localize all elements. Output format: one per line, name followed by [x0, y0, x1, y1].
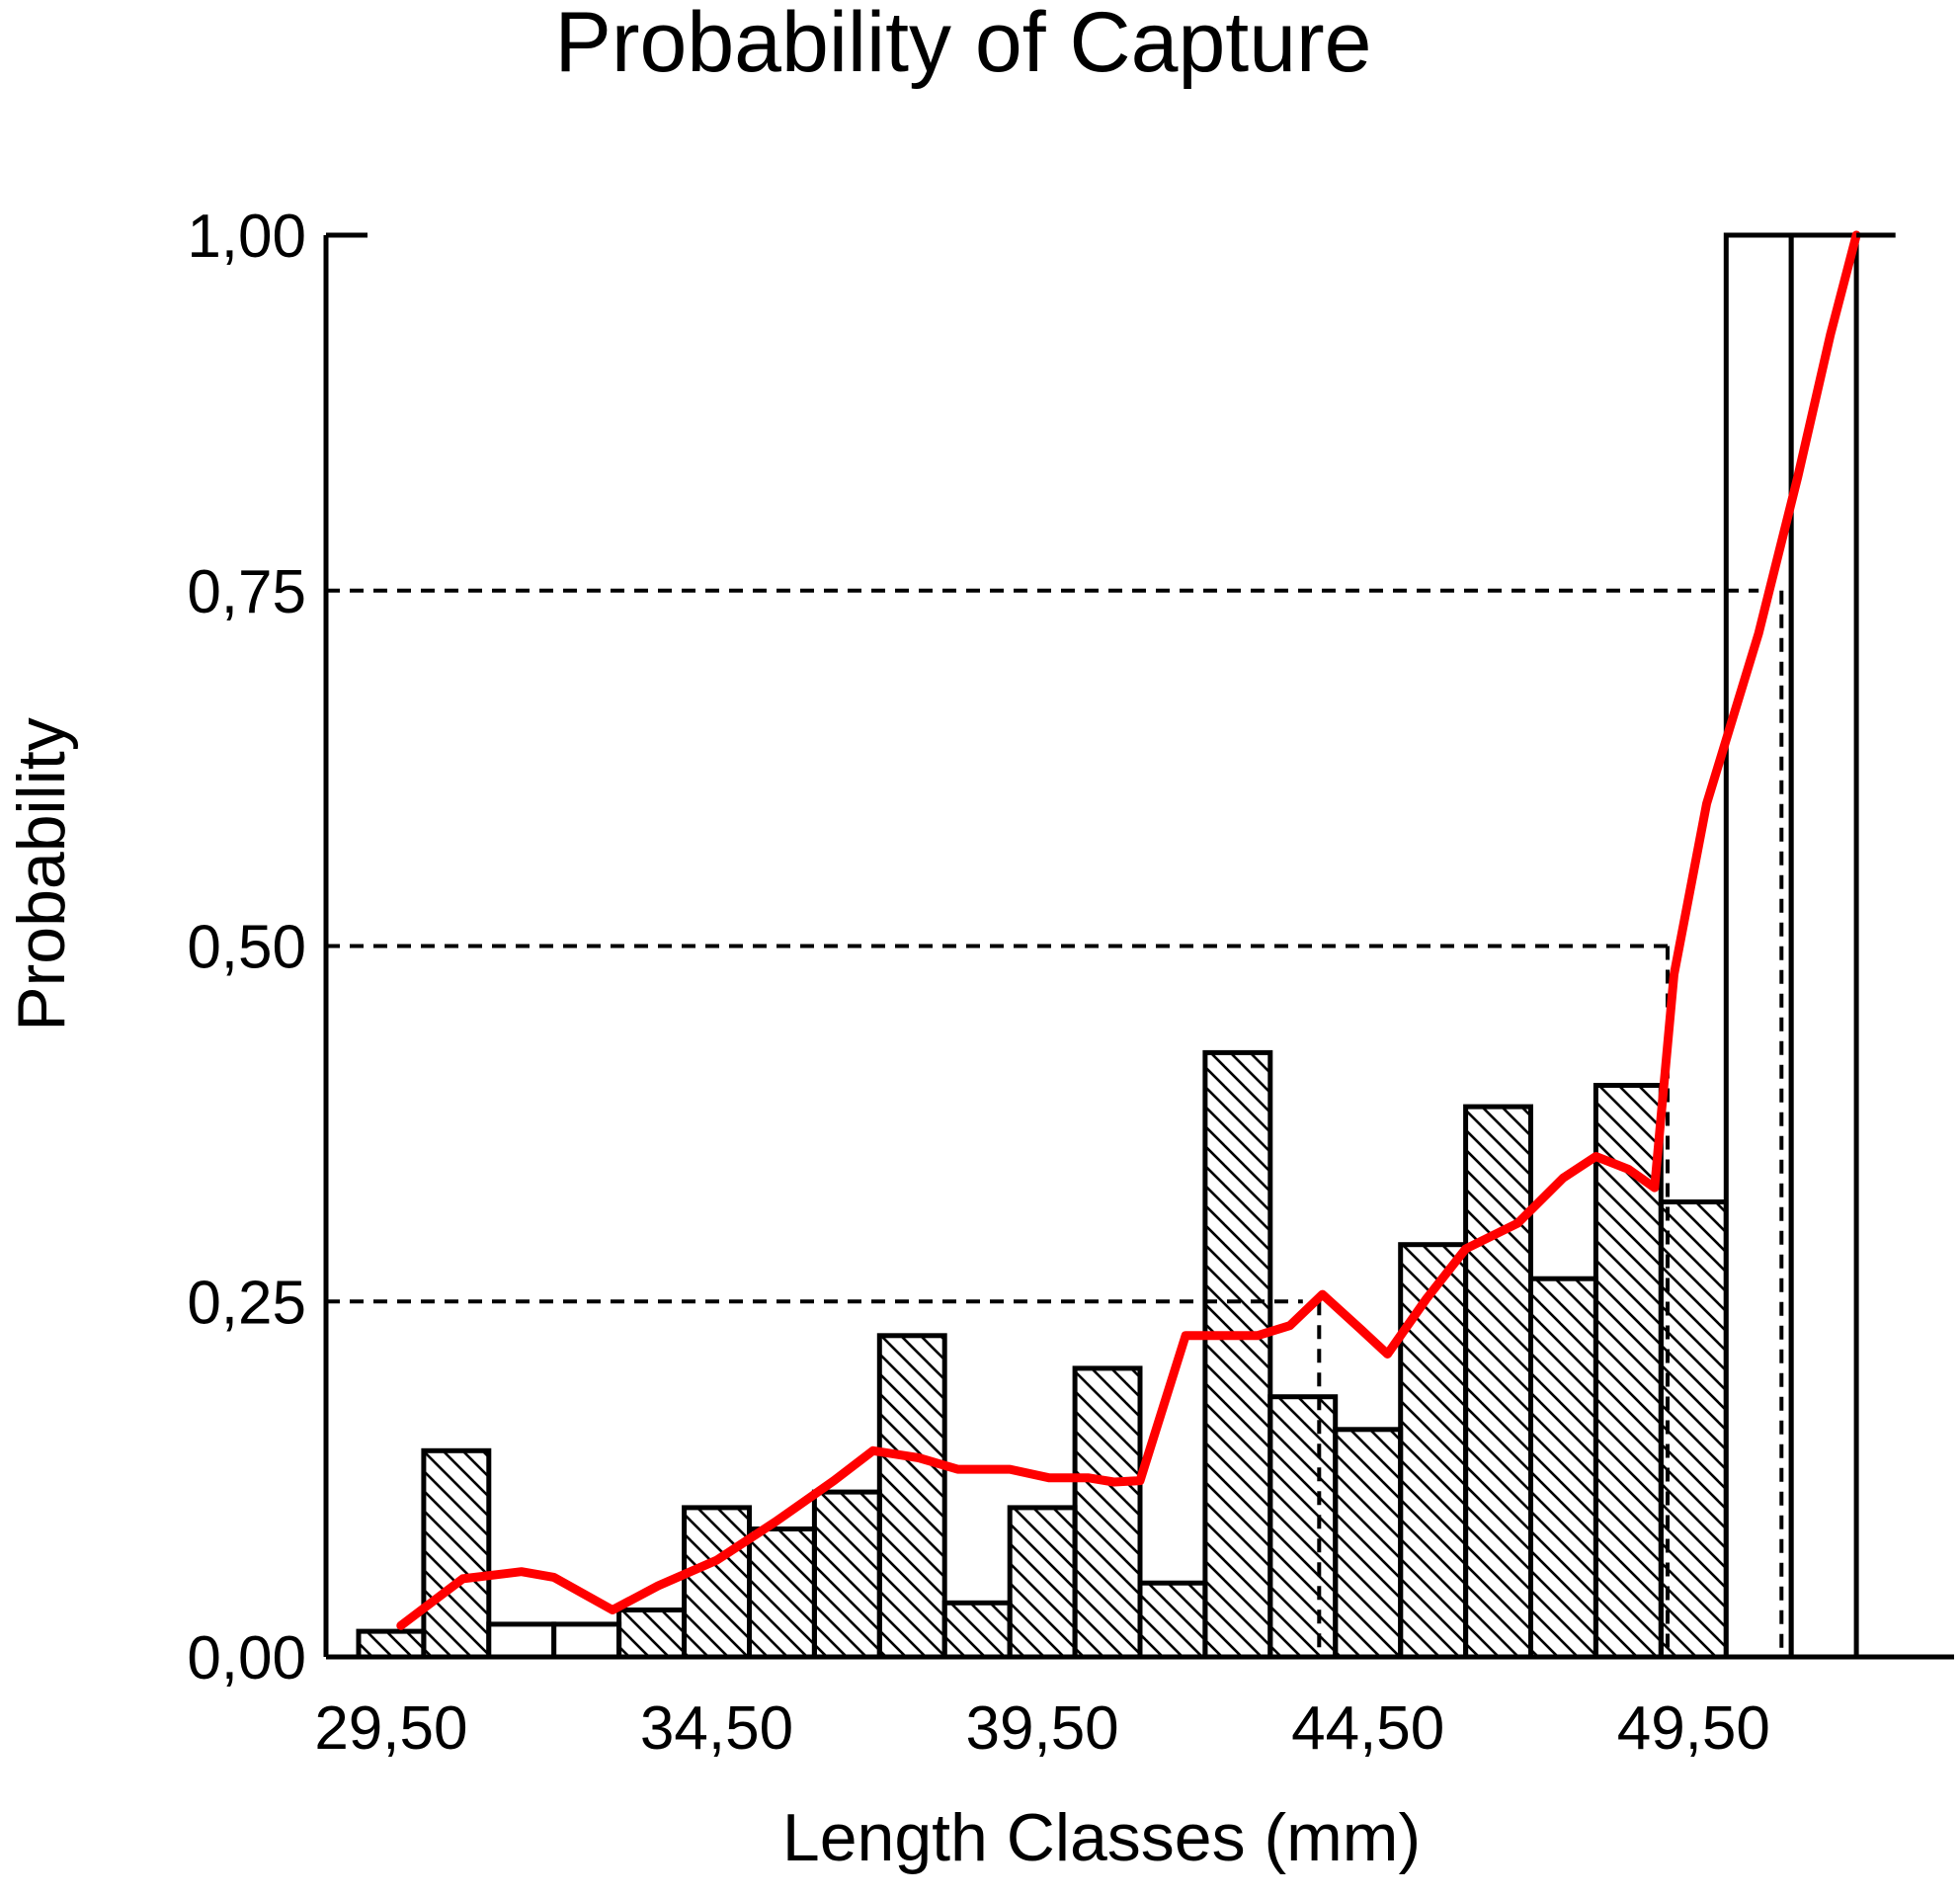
y-tick-labels: 0,00 0,25 0,50 0,75 1,00 [187, 203, 306, 1692]
bar-7 [811, 1489, 882, 1660]
bar-1 [421, 1447, 492, 1660]
bar-20 [1658, 1199, 1729, 1660]
bar-5 [682, 1505, 752, 1660]
axes-layer [323, 232, 1954, 1660]
x-tick-label-0: 29,50 [314, 1694, 467, 1763]
reference-lines-layer [326, 588, 1784, 1657]
chart-title: Probability of Capture [555, 0, 1372, 90]
bar-21 [1723, 232, 1794, 1660]
bar-13 [1202, 1049, 1273, 1660]
y-tick-label-3: 0,75 [187, 558, 306, 626]
bar-4 [616, 1608, 687, 1660]
bar-14 [1267, 1394, 1339, 1660]
x-tick-label-1: 34,50 [640, 1694, 793, 1763]
y-tick-label-0: 0,00 [187, 1624, 306, 1692]
bar-3 [551, 1621, 622, 1660]
y-tick-label-4: 1,00 [187, 203, 306, 271]
y-tick-label-1: 0,25 [187, 1269, 306, 1337]
bar-10 [1007, 1505, 1078, 1660]
bar-2 [486, 1621, 557, 1660]
bar-9 [941, 1600, 1013, 1660]
capture-curve-layer [396, 230, 1861, 1630]
y-axis-label: Probability [4, 717, 79, 1031]
bar-8 [876, 1333, 947, 1660]
bar-18 [1528, 1276, 1598, 1660]
bar-6 [747, 1526, 817, 1660]
x-tick-label-4: 49,50 [1617, 1694, 1770, 1763]
bar-11 [1072, 1365, 1143, 1660]
x-tick-label-2: 39,50 [966, 1694, 1119, 1763]
x-tick-label-3: 44,50 [1291, 1694, 1444, 1763]
bars-layer [356, 232, 1859, 1660]
bar-17 [1463, 1104, 1533, 1660]
bar-0 [356, 1628, 427, 1660]
capture-curve-0 [396, 230, 1861, 1630]
x-axis-label: Length Classes (mm) [782, 1800, 1421, 1875]
bar-16 [1398, 1242, 1469, 1660]
x-tick-labels: 29,50 34,50 39,50 44,50 49,50 [314, 1694, 1770, 1763]
bar-12 [1137, 1580, 1208, 1660]
y-tick-label-2: 0,50 [187, 914, 306, 982]
bar-15 [1333, 1427, 1404, 1660]
